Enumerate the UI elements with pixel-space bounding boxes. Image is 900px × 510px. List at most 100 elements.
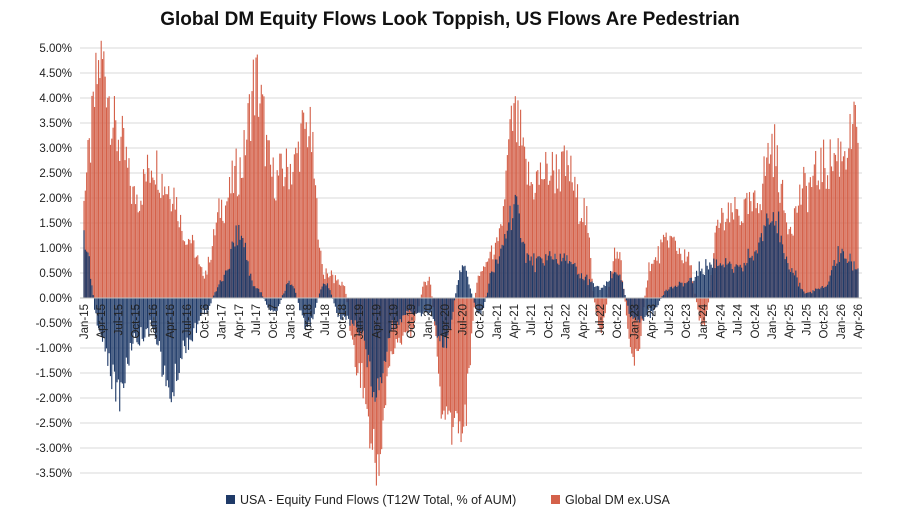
- bar-global-dm: [269, 164, 272, 298]
- bar-global-dm: [119, 160, 121, 298]
- bar-global-dm: [844, 151, 846, 298]
- legend-label-global: Global DM ex.USA: [565, 493, 671, 507]
- bar-global-dm: [247, 103, 249, 298]
- bar-global-dm: [828, 188, 830, 298]
- bar-usa: [256, 288, 258, 298]
- bar-usa: [686, 282, 688, 298]
- bar-usa: [420, 298, 422, 317]
- bar-usa: [311, 298, 313, 318]
- y-tick-label: 1.50%: [39, 218, 72, 230]
- bar-global-dm: [228, 177, 231, 298]
- bar-usa: [378, 298, 380, 391]
- bar-usa: [766, 213, 768, 298]
- bar-usa: [393, 298, 395, 330]
- bar-global-dm: [735, 208, 737, 298]
- bar-usa: [105, 298, 108, 349]
- bar-usa: [353, 298, 355, 326]
- bar-usa: [451, 298, 453, 320]
- bar-usa: [832, 265, 834, 298]
- bar-usa: [199, 298, 201, 317]
- bar-global-dm: [791, 233, 793, 298]
- bar-global-dm: [784, 213, 786, 298]
- bar-global-dm: [538, 184, 540, 298]
- bar-usa: [382, 298, 384, 374]
- bar-global-dm: [239, 157, 241, 298]
- bar-global-dm: [222, 220, 224, 298]
- bar-usa: [116, 298, 118, 383]
- bar-usa: [823, 287, 825, 298]
- bar-usa: [516, 196, 518, 298]
- bar-global-dm: [685, 261, 687, 298]
- y-tick-label: -0.50%: [36, 318, 72, 330]
- bar-global-dm: [823, 139, 825, 298]
- bar-global-dm: [584, 225, 586, 298]
- bar-usa: [178, 298, 180, 373]
- bar-usa: [404, 298, 407, 315]
- bar-usa: [476, 298, 478, 313]
- bar-usa: [713, 258, 715, 298]
- bar-global-dm: [213, 229, 215, 298]
- bar-usa: [569, 261, 571, 298]
- bar-global-dm: [337, 279, 339, 298]
- bar-global-dm: [633, 298, 635, 366]
- bar-usa: [762, 241, 764, 298]
- bar-global-dm: [191, 234, 194, 298]
- bar-global-dm: [455, 298, 457, 411]
- bar-global-dm: [666, 240, 669, 298]
- bar-global-dm: [154, 184, 156, 298]
- bar-global-dm: [246, 139, 248, 298]
- bar-usa: [95, 298, 97, 314]
- bar-global-dm: [199, 266, 201, 298]
- bar-global-dm: [486, 261, 489, 298]
- bar-usa: [432, 298, 434, 319]
- bar-global-dm: [325, 268, 327, 298]
- bar-usa: [844, 258, 846, 298]
- bar-usa: [824, 286, 826, 298]
- bar-global-dm: [157, 189, 159, 298]
- bar-global-dm: [369, 298, 371, 449]
- y-axis-ticks: 5.00% 4.50% 4.00% 3.50% 3.00% 2.50% 2.00% 1.50%…: [36, 43, 72, 480]
- bar-global-dm: [579, 221, 581, 298]
- bar-global-dm: [805, 185, 807, 298]
- bar-usa: [156, 298, 158, 345]
- x-tick-label: Jan-19: [354, 304, 366, 339]
- bar-usa: [803, 291, 805, 298]
- bar-usa: [828, 281, 830, 298]
- bar-global-dm: [198, 264, 200, 298]
- bar-usa: [107, 298, 109, 366]
- bar-global-dm: [332, 274, 334, 298]
- bar-usa: [352, 298, 354, 324]
- bar-global-dm: [472, 298, 474, 321]
- bar-usa: [644, 298, 646, 317]
- bar-usa: [119, 298, 121, 412]
- bar-global-dm: [625, 298, 628, 316]
- bar-global-dm: [148, 168, 150, 298]
- bar-usa: [399, 298, 401, 320]
- bar-usa: [457, 280, 459, 298]
- bar-global-dm: [530, 182, 532, 298]
- bar-usa: [259, 292, 261, 298]
- bar-usa: [221, 281, 223, 298]
- bar-usa: [501, 244, 503, 298]
- bar-usa: [300, 298, 302, 311]
- bar-usa: [628, 298, 630, 314]
- bar-usa: [813, 291, 815, 298]
- bar-global-dm: [571, 182, 573, 298]
- bar-global-dm: [535, 171, 538, 298]
- bar-usa: [494, 259, 497, 298]
- bar-global-dm: [170, 211, 172, 298]
- bar-usa: [367, 298, 370, 355]
- bar-usa: [779, 242, 781, 298]
- bar-usa: [214, 292, 216, 298]
- global-dm-bars: [83, 40, 859, 486]
- bar-usa: [771, 221, 773, 298]
- bar-usa: [657, 298, 659, 306]
- bar-usa: [807, 292, 809, 298]
- bar-usa: [154, 298, 156, 338]
- bar-usa: [113, 298, 115, 372]
- bar-global-dm: [721, 208, 723, 298]
- bar-global-dm: [202, 275, 204, 298]
- bar-usa: [445, 298, 448, 349]
- bar-global-dm: [276, 170, 278, 298]
- bar-usa: [219, 280, 221, 298]
